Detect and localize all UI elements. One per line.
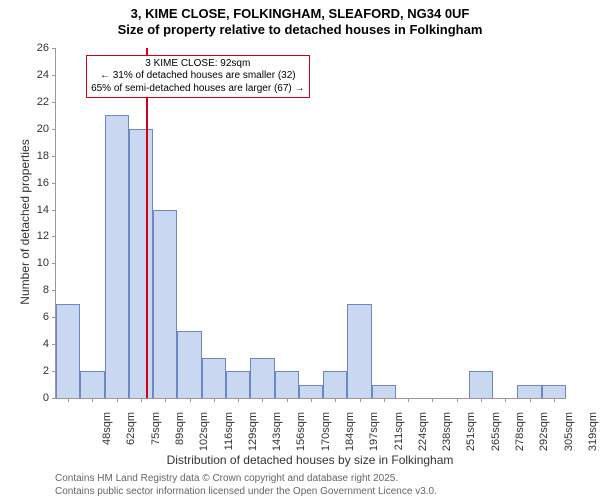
x-tick-mark <box>68 398 69 402</box>
bar <box>226 371 250 398</box>
y-tick-mark <box>52 75 56 76</box>
bar <box>105 115 129 398</box>
bar <box>56 304 80 398</box>
y-tick-label: 16 <box>0 177 49 189</box>
x-tick-label: 102sqm <box>198 412 210 462</box>
x-tick-label: 143sqm <box>271 412 283 462</box>
chart-container: 3, KIME CLOSE, FOLKINGHAM, SLEAFORD, NG3… <box>0 0 600 500</box>
y-tick-mark <box>52 398 56 399</box>
x-tick-mark <box>262 398 263 402</box>
footnote-line-2: Contains public sector information licen… <box>55 486 437 499</box>
bar <box>469 371 493 398</box>
x-tick-label: 305sqm <box>563 412 575 462</box>
x-tick-mark <box>481 398 482 402</box>
y-tick-label: 24 <box>0 69 49 81</box>
x-tick-label: 48sqm <box>101 412 113 462</box>
x-tick-mark <box>214 398 215 402</box>
annotation-box: 3 KIME CLOSE: 92sqm← 31% of detached hou… <box>86 55 309 99</box>
y-tick-label: 20 <box>0 123 49 135</box>
x-tick-label: 129sqm <box>247 412 259 462</box>
x-tick-label: 278sqm <box>514 412 526 462</box>
y-tick-label: 18 <box>0 150 49 162</box>
x-tick-label: 197sqm <box>368 412 380 462</box>
x-tick-mark <box>360 398 361 402</box>
x-tick-mark <box>141 398 142 402</box>
y-tick-mark <box>52 263 56 264</box>
chart-title: 3, KIME CLOSE, FOLKINGHAM, SLEAFORD, NG3… <box>0 0 600 37</box>
bar <box>347 304 371 398</box>
y-tick-label: 22 <box>0 96 49 108</box>
y-tick-mark <box>52 210 56 211</box>
x-tick-label: 75sqm <box>150 412 162 462</box>
y-tick-label: 26 <box>0 42 49 54</box>
plot-area: 3 KIME CLOSE: 92sqm← 31% of detached hou… <box>55 48 566 399</box>
y-tick-label: 0 <box>0 392 49 404</box>
x-tick-label: 211sqm <box>393 412 405 462</box>
x-tick-label: 116sqm <box>223 412 235 462</box>
x-tick-mark <box>238 398 239 402</box>
y-tick-label: 2 <box>0 365 49 377</box>
bar <box>323 371 347 398</box>
x-tick-mark <box>311 398 312 402</box>
y-tick-label: 12 <box>0 230 49 242</box>
x-tick-label: 184sqm <box>344 412 356 462</box>
annotation-line-2: ← 31% of detached houses are smaller (32… <box>91 70 304 83</box>
x-tick-label: 170sqm <box>320 412 332 462</box>
annotation-line-1: 3 KIME CLOSE: 92sqm <box>91 58 304 71</box>
bar <box>299 385 323 398</box>
x-tick-mark <box>92 398 93 402</box>
x-tick-label: 224sqm <box>417 412 429 462</box>
bar <box>250 358 274 398</box>
footnote: Contains HM Land Registry data © Crown c… <box>55 473 437 498</box>
bar <box>202 358 226 398</box>
y-tick-mark <box>52 129 56 130</box>
x-tick-mark <box>384 398 385 402</box>
bar <box>129 129 153 398</box>
x-tick-label: 292sqm <box>538 412 550 462</box>
y-tick-mark <box>52 48 56 49</box>
y-tick-label: 14 <box>0 204 49 216</box>
title-line-1: 3, KIME CLOSE, FOLKINGHAM, SLEAFORD, NG3… <box>0 6 600 22</box>
x-tick-mark <box>432 398 433 402</box>
y-tick-label: 6 <box>0 311 49 323</box>
x-tick-mark <box>335 398 336 402</box>
bar <box>275 371 299 398</box>
x-tick-mark <box>505 398 506 402</box>
x-tick-mark <box>554 398 555 402</box>
y-tick-mark <box>52 290 56 291</box>
title-line-2: Size of property relative to detached ho… <box>0 22 600 38</box>
x-tick-label: 156sqm <box>295 412 307 462</box>
x-tick-mark <box>287 398 288 402</box>
x-tick-label: 62sqm <box>125 412 137 462</box>
x-tick-mark <box>190 398 191 402</box>
annotation-line-3: 65% of semi-detached houses are larger (… <box>91 83 304 96</box>
x-tick-mark <box>408 398 409 402</box>
y-tick-mark <box>52 183 56 184</box>
bar <box>177 331 201 398</box>
footnote-line-1: Contains HM Land Registry data © Crown c… <box>55 473 437 486</box>
x-tick-label: 89sqm <box>174 412 186 462</box>
y-tick-label: 4 <box>0 338 49 350</box>
bar <box>372 385 396 398</box>
x-tick-label: 238sqm <box>441 412 453 462</box>
y-tick-label: 10 <box>0 257 49 269</box>
bar <box>153 210 177 398</box>
x-tick-label: 319sqm <box>587 412 599 462</box>
y-tick-label: 8 <box>0 284 49 296</box>
reference-line <box>146 48 148 398</box>
bar <box>542 385 566 398</box>
y-tick-mark <box>52 156 56 157</box>
x-tick-mark <box>165 398 166 402</box>
x-tick-mark <box>530 398 531 402</box>
y-tick-mark <box>52 236 56 237</box>
x-tick-label: 251sqm <box>465 412 477 462</box>
bar <box>80 371 104 398</box>
x-tick-mark <box>117 398 118 402</box>
bar <box>517 385 541 398</box>
y-tick-mark <box>52 102 56 103</box>
x-tick-label: 265sqm <box>490 412 502 462</box>
x-tick-mark <box>457 398 458 402</box>
